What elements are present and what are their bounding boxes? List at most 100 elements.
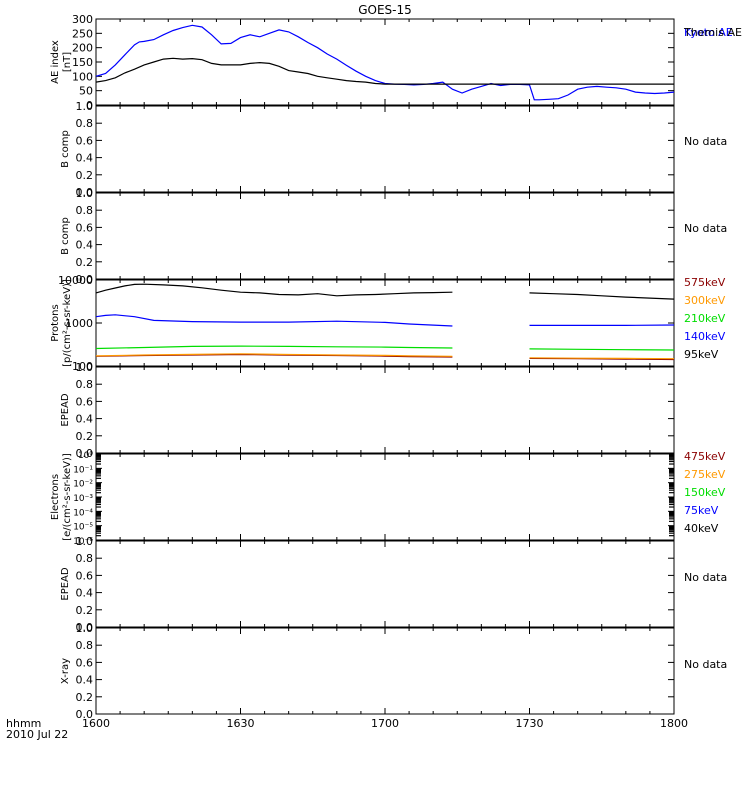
y-tick-label: 0.0 [76,186,94,199]
y-tick-label: 0.4 [76,239,94,252]
y-tick-label: 10⁻² [73,480,93,490]
y-tick-label: 0.8 [76,117,94,130]
date-label: 2010 Jul 22 [6,728,68,741]
no-data-label: No data [684,222,727,235]
y-tick-label: 0.2 [76,256,94,269]
legend-entry: 40keV [684,522,719,535]
y-tick-label: 1.0 [76,187,94,200]
y-axis-label: Protons [50,304,61,341]
y-axis-label: EPEAD [60,393,71,427]
y-tick-label: 0.8 [76,204,94,217]
y-tick-label: 0.6 [76,221,94,234]
y-tick-label: 0.4 [76,587,94,600]
y-tick-label: 0.6 [76,569,94,582]
panel-frame [95,540,675,628]
y-tick-label: 10⁻⁶ [73,537,93,547]
y-tick-label: 0.6 [76,134,94,147]
plot-title: GOES-15 [358,3,412,17]
y-axis-label: EPEAD [60,567,71,601]
panel-frame [95,366,675,454]
y-tick-label: 0.8 [76,552,94,565]
y-tick-label: 1000 [65,317,93,330]
legend-entry: 475keV [684,450,726,463]
y-tick-label: 0.4 [76,674,94,687]
legend-entry: 140keV [684,330,726,343]
y-axis-label: [e/(cm²-s-sr-keV)] [62,453,73,541]
series-line-140kev [95,314,675,327]
no-data-label: No data [684,571,727,584]
y-axis-label: X-ray [60,658,71,684]
time-axis-label: hhmm [6,717,41,730]
y-tick-label: 50 [79,85,93,98]
y-tick-label: 100 [72,360,93,373]
y-tick-label: 150 [72,56,93,69]
y-tick-label: 0.4 [76,152,94,165]
y-axis-label: Electrons [50,474,61,520]
series-line-95kev [95,283,675,300]
no-data-label: No data [684,658,727,671]
y-tick-label: 10⁻⁵ [73,523,93,533]
y-tick-label: 1.0 [76,622,94,635]
panel-6: 10⁻⁶ 10⁻⁵ 10⁻⁴ 10⁻³ 10⁻² 10⁻¹ 10⁰ Electrons [e/(… [50,450,726,547]
no-data-label: No data [684,135,727,148]
x-tick-label: 1800 [660,717,688,730]
y-tick-label: 1.0 [76,100,94,113]
legend-entry: 300keV [684,294,726,307]
y-tick-label: 0.8 [76,378,94,391]
x-tick-label: 1600 [82,717,110,730]
legend-entry: 150keV [684,486,726,499]
series-line-themis-ae [95,57,674,85]
legend-entry: 95keV [684,348,719,361]
y-axis-label: AE index [50,40,61,84]
y-tick-label: 1.0 [76,535,94,548]
legend-entry: 275keV [684,468,726,481]
y-tick-label: 1.0 [76,361,94,374]
y-tick-label: 300 [72,13,93,26]
legend-entry: 210keV [684,312,726,325]
no-data-label: No data [684,0,727,3]
series-line-300kev [95,353,675,360]
legend-entry: 575keV [684,276,726,289]
y-tick-label: 0.6 [76,395,94,408]
panel-5: 0.0 0.2 0.4 0.6 0.8 1.0 EPEAD No data [60,0,727,460]
panel-frame [95,192,675,280]
panel-4: 100 1000 10000 Protons [p/(cm²-s-sr-keV)] 575… [50,274,726,373]
y-tick-label: 10⁻³ [73,494,93,504]
y-tick-label: 0.6 [76,656,94,669]
y-tick-label: 0.8 [76,639,94,652]
y-tick-label: 0.2 [76,430,94,443]
panel-frame [95,18,675,106]
panel-frame [95,627,675,715]
y-axis-label: [p/(cm²-s-sr-keV)] [62,279,73,367]
y-tick-label: 10⁻⁴ [73,508,93,518]
y-axis-label: B comp [60,217,71,255]
panel-frame [95,453,675,541]
y-axis-label: [nT] [62,52,73,72]
y-tick-label: 0.2 [76,169,94,182]
y-axis-label: B comp [60,130,71,168]
x-tick-label: 1730 [516,717,544,730]
y-tick-label: 10000 [58,274,93,287]
y-tick-label: 10⁻¹ [73,465,93,475]
y-tick-label: 0 [86,99,93,112]
panel-2: 0.0 0.2 0.4 0.6 0.8 1.0 B comp No data [60,100,727,199]
y-tick-label: 0.0 [76,447,94,460]
y-tick-label: 0.2 [76,604,94,617]
panel-7: 0.0 0.2 0.4 0.6 0.8 1.0 EPEAD No data [60,535,727,634]
y-tick-label: 100 [72,70,93,83]
series-line-210kev [95,345,675,351]
legend-entry: Kyoto AE [684,26,733,39]
y-tick-label: 0.0 [76,708,94,721]
panel-frame [95,105,675,193]
series-line-kyoto-ae [95,24,675,101]
x-tick-label: 1630 [227,717,255,730]
x-tick-label: 1700 [371,717,399,730]
y-tick-label: 0.0 [76,621,94,634]
y-tick-label: 200 [72,42,93,55]
panel-8: 0.0 0.2 0.4 0.6 0.8 1.0 X-ray No data [60,622,727,721]
y-tick-label: 0.4 [76,413,94,426]
y-tick-label: 10⁰ [78,451,93,461]
